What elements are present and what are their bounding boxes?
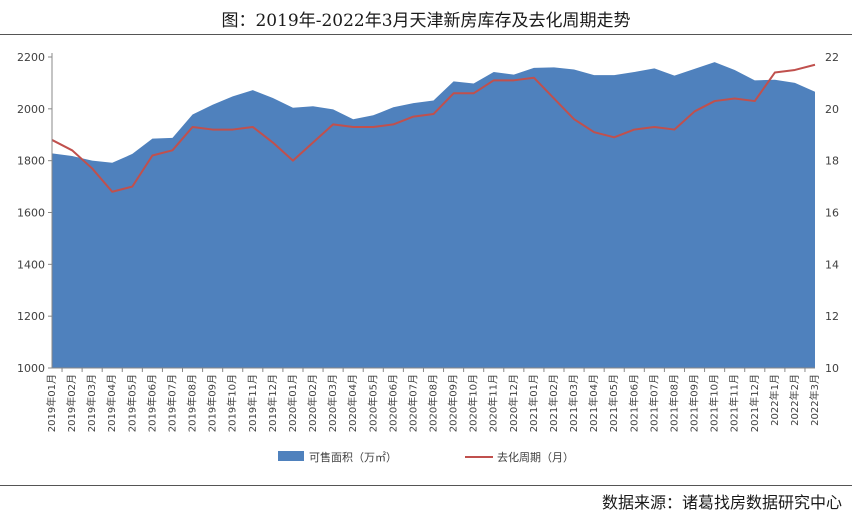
x-tick-label: 2022年3月 bbox=[808, 374, 821, 426]
x-tick-label: 2020年09月 bbox=[447, 374, 460, 432]
y-right-tick-label: 12 bbox=[825, 310, 839, 323]
x-tick-label: 2019年12月 bbox=[266, 374, 279, 432]
y-right-tick-label: 18 bbox=[825, 155, 839, 168]
x-tick-label: 2020年07月 bbox=[406, 374, 419, 432]
x-tick-label: 2020年10月 bbox=[467, 374, 480, 432]
y-left-tick-label: 2200 bbox=[17, 51, 45, 64]
x-tick-label: 2020年01月 bbox=[286, 374, 299, 432]
x-tick-label: 2021年03月 bbox=[567, 374, 580, 432]
y-right-tick-label: 16 bbox=[825, 207, 839, 220]
axes-layer: 1000 1200 1400 1600 1800 2000 2200 10 12 14 16 18 20… bbox=[17, 51, 839, 432]
x-tick-label: 2019年09月 bbox=[206, 374, 219, 432]
x-tick-label: 2020年11月 bbox=[487, 374, 500, 432]
x-tick-label: 2019年07月 bbox=[165, 374, 178, 432]
x-tick-label: 2019年03月 bbox=[85, 374, 98, 432]
x-tick-label: 2020年08月 bbox=[427, 374, 440, 432]
x-tick-label: 2021年09月 bbox=[688, 374, 701, 432]
x-tick-label: 2020年12月 bbox=[507, 374, 520, 432]
y-left-tick-label: 1200 bbox=[17, 310, 45, 323]
chart-title: 图：2019年-2022年3月天津新房库存及去化周期走势 bbox=[221, 11, 631, 31]
x-tick-label: 2021年04月 bbox=[587, 374, 600, 432]
x-tick-label: 2019年05月 bbox=[125, 374, 138, 432]
x-tick-label: 2021年12月 bbox=[748, 374, 761, 432]
y-left-tick-label: 1600 bbox=[17, 207, 45, 220]
line-layer bbox=[51, 63, 816, 193]
x-tick-label: 2019年08月 bbox=[186, 374, 199, 432]
top-rule bbox=[0, 34, 852, 35]
x-tick-label: 2021年06月 bbox=[627, 374, 640, 432]
legend: 可售面积（万㎡） 去化周期（月） bbox=[278, 450, 574, 464]
x-tick-label: 2021年08月 bbox=[667, 374, 680, 432]
y-right-tick-label: 22 bbox=[825, 51, 839, 64]
y-left-tick-label: 1800 bbox=[17, 155, 45, 168]
x-tick-label: 2021年11月 bbox=[728, 374, 741, 432]
x-tick-label: 2020年04月 bbox=[346, 374, 359, 432]
y-right-tick-label: 20 bbox=[825, 103, 839, 116]
x-tick-label: 2019年04月 bbox=[105, 374, 118, 432]
y-right-tick-label: 14 bbox=[825, 258, 839, 271]
x-tick-label: 2021年05月 bbox=[607, 374, 620, 432]
source-note: 数据来源：诸葛找房数据研究中心 bbox=[601, 493, 842, 512]
x-tick-label: 2021年01月 bbox=[527, 374, 540, 432]
series-area-available bbox=[52, 62, 815, 369]
x-tick-label: 2020年06月 bbox=[386, 374, 399, 432]
y-left-tick-label: 1000 bbox=[17, 362, 45, 375]
area-layer bbox=[52, 62, 815, 369]
x-tick-label: 2020年05月 bbox=[366, 374, 379, 432]
x-tick-label: 2019年11月 bbox=[246, 374, 259, 432]
y-left-tick-label: 2000 bbox=[17, 103, 45, 116]
legend-label-area: 可售面积（万㎡） bbox=[309, 450, 397, 464]
x-tick-label: 2020年03月 bbox=[326, 374, 339, 432]
x-tick-label: 2022年2月 bbox=[788, 374, 801, 426]
x-tick-label: 2019年01月 bbox=[45, 374, 58, 432]
x-tick-label: 2020年02月 bbox=[306, 374, 319, 432]
chart-canvas: 1000 1200 1400 1600 1800 2000 2200 10 12 14 16 18 20… bbox=[17, 51, 839, 464]
x-tick-label: 2022年1月 bbox=[768, 374, 781, 426]
x-tick-label: 2021年07月 bbox=[647, 374, 660, 432]
legend-swatch-area bbox=[278, 451, 304, 461]
x-tick-label: 2019年02月 bbox=[65, 374, 78, 432]
x-tick-label: 2021年10月 bbox=[708, 374, 721, 432]
x-tick-label: 2021年02月 bbox=[547, 374, 560, 432]
y-right-tick-label: 10 bbox=[825, 362, 839, 375]
x-tick-label: 2019年10月 bbox=[226, 374, 239, 432]
bottom-rule bbox=[0, 485, 852, 486]
legend-label-line: 去化周期（月） bbox=[497, 450, 574, 464]
y-left-tick-label: 1400 bbox=[17, 258, 45, 271]
x-tick-label: 2019年06月 bbox=[145, 374, 158, 432]
series-line-cycle bbox=[51, 63, 816, 193]
